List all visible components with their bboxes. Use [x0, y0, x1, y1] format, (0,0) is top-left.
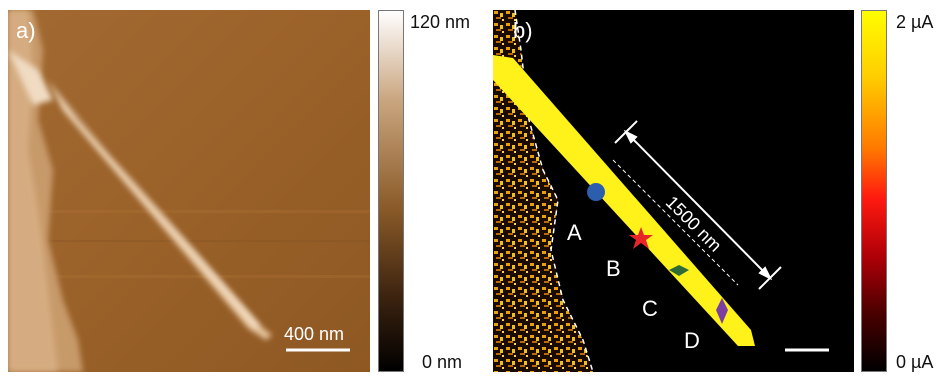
point-c-marker [669, 265, 689, 276]
nanowire [48, 80, 272, 340]
height-colorbar-min: 0 nm [422, 352, 463, 372]
point-c-label: C [642, 296, 658, 321]
panel-b-label: b) [513, 18, 533, 43]
scale-bar-label: 400 nm [284, 324, 345, 344]
current-colorbar-min: 0 µA [896, 352, 934, 372]
point-b-label: B [606, 256, 621, 281]
measurement-bracket [614, 120, 782, 290]
panel-a-label: a) [16, 18, 36, 43]
height-colorbar-max: 120 nm [410, 12, 471, 32]
point-b-marker [629, 227, 653, 249]
current-colorbar [861, 10, 887, 372]
current-colorbar-max: 2 µA [896, 12, 934, 32]
point-d-label: D [684, 328, 700, 353]
point-a-label: A [567, 220, 582, 245]
nanowire-current [493, 55, 755, 346]
point-a-marker [587, 183, 605, 201]
current-map-image: b) 1500 nm A B C D [493, 10, 854, 372]
height-colorbar [378, 10, 404, 372]
afm-topography-image: a) 400 nm [8, 10, 370, 372]
point-d-marker [716, 298, 728, 324]
